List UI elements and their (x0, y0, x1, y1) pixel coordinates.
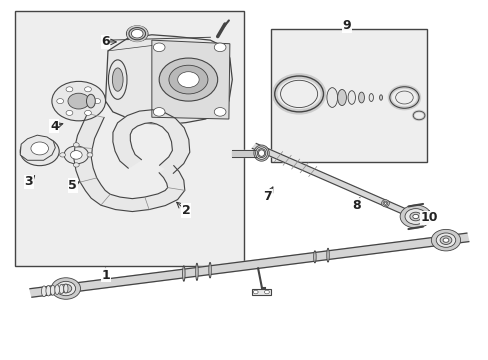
Ellipse shape (255, 147, 267, 159)
Text: 7: 7 (263, 190, 272, 203)
Polygon shape (74, 113, 184, 212)
Ellipse shape (382, 201, 387, 206)
Ellipse shape (108, 60, 127, 99)
Polygon shape (232, 149, 256, 157)
Text: 10: 10 (420, 211, 438, 224)
Ellipse shape (347, 91, 355, 104)
Ellipse shape (368, 94, 373, 102)
Circle shape (404, 208, 426, 224)
Circle shape (439, 236, 451, 244)
Ellipse shape (46, 285, 51, 296)
Ellipse shape (326, 248, 328, 262)
Ellipse shape (183, 266, 184, 281)
Circle shape (51, 278, 81, 299)
Ellipse shape (258, 150, 264, 156)
Bar (271, 30, 427, 162)
Text: 9: 9 (342, 19, 350, 32)
Ellipse shape (86, 94, 95, 108)
Circle shape (253, 290, 258, 294)
Ellipse shape (253, 145, 269, 161)
Circle shape (435, 233, 455, 247)
Circle shape (214, 108, 225, 116)
Circle shape (153, 43, 164, 51)
Circle shape (94, 99, 101, 104)
Circle shape (214, 43, 225, 51)
Ellipse shape (59, 284, 63, 294)
Circle shape (60, 284, 72, 293)
Ellipse shape (208, 262, 211, 278)
Circle shape (442, 238, 448, 242)
Ellipse shape (55, 285, 60, 294)
Circle shape (168, 65, 207, 94)
Circle shape (73, 143, 79, 147)
Ellipse shape (50, 285, 55, 295)
Text: 2: 2 (181, 204, 190, 217)
Circle shape (20, 137, 59, 166)
Circle shape (60, 153, 65, 157)
Circle shape (177, 72, 199, 87)
Text: 1: 1 (101, 269, 110, 282)
Ellipse shape (112, 68, 123, 91)
Polygon shape (20, 135, 55, 160)
Circle shape (70, 150, 82, 159)
Bar (15, 12, 244, 266)
Text: 4: 4 (50, 120, 59, 133)
Circle shape (84, 111, 91, 116)
Circle shape (68, 93, 89, 109)
Polygon shape (152, 40, 229, 119)
Polygon shape (105, 35, 232, 125)
Polygon shape (30, 233, 468, 297)
Circle shape (56, 282, 76, 296)
Text: 6: 6 (101, 35, 110, 49)
Circle shape (264, 290, 269, 294)
Circle shape (159, 58, 217, 101)
Circle shape (409, 212, 421, 221)
Circle shape (131, 30, 143, 38)
Ellipse shape (384, 202, 386, 204)
Bar (252, 289, 270, 295)
Circle shape (399, 205, 430, 228)
Circle shape (153, 108, 164, 116)
Polygon shape (113, 110, 189, 173)
Circle shape (430, 229, 460, 251)
Ellipse shape (358, 92, 364, 103)
Text: 3: 3 (24, 175, 33, 188)
Text: 5: 5 (68, 179, 77, 192)
Text: 8: 8 (352, 199, 360, 212)
Ellipse shape (63, 284, 68, 293)
Ellipse shape (313, 251, 315, 263)
Circle shape (52, 81, 105, 121)
Circle shape (126, 26, 148, 41)
Circle shape (87, 153, 93, 157)
Circle shape (412, 214, 418, 219)
Circle shape (57, 99, 63, 104)
Ellipse shape (257, 149, 265, 158)
Circle shape (66, 87, 73, 92)
Ellipse shape (326, 87, 337, 107)
Circle shape (73, 163, 79, 167)
Ellipse shape (41, 286, 46, 297)
Ellipse shape (195, 263, 198, 280)
Circle shape (66, 111, 73, 116)
Polygon shape (252, 144, 424, 222)
Ellipse shape (379, 95, 382, 100)
Circle shape (84, 87, 91, 92)
Circle shape (31, 142, 48, 155)
Ellipse shape (381, 200, 388, 207)
Ellipse shape (337, 89, 346, 105)
Circle shape (64, 146, 88, 164)
